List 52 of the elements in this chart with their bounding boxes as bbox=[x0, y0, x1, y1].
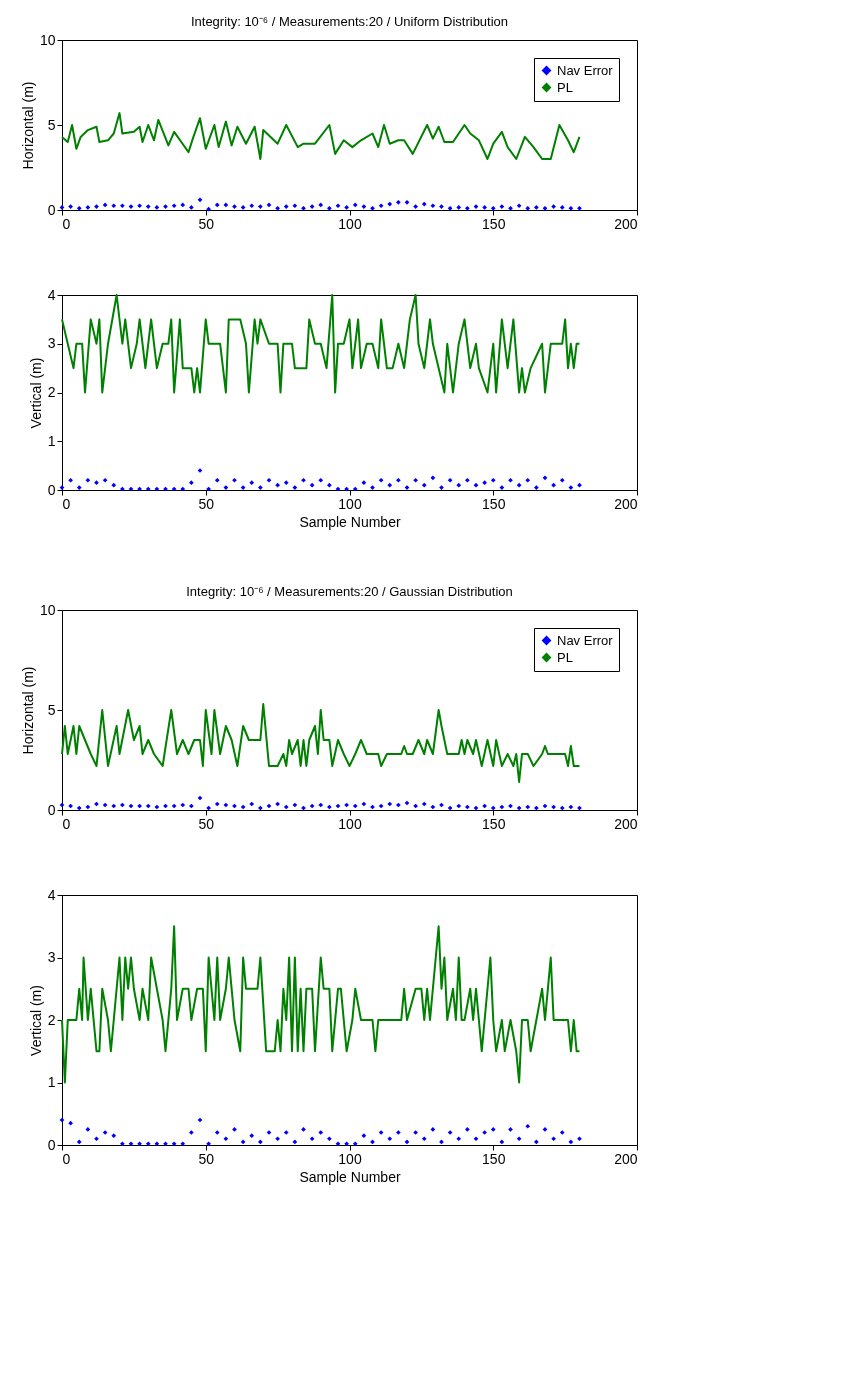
line-series bbox=[61, 703, 581, 783]
y-axis-title: Vertical (m) bbox=[27, 985, 44, 1056]
x-tick-label: 200 bbox=[614, 495, 638, 512]
x-tick-label: 0 bbox=[62, 1150, 71, 1167]
y-tick-label: 0 bbox=[47, 801, 56, 818]
y-tick-label: 5 bbox=[47, 701, 56, 718]
x-tick-label: 50 bbox=[198, 495, 215, 512]
legend-label: Nav Error bbox=[557, 62, 614, 78]
legend-label: PL bbox=[557, 79, 573, 95]
y-tick-label: 5 bbox=[47, 116, 56, 133]
x-tick-label: 150 bbox=[482, 815, 506, 832]
x-tick-label: 0 bbox=[62, 495, 71, 512]
y-tick-label: 10 bbox=[39, 601, 56, 618]
x-tick-label: 100 bbox=[338, 815, 362, 832]
x-axis-title: Sample Number bbox=[299, 1168, 401, 1185]
y-tick-label: 4 bbox=[47, 286, 56, 303]
x-tick-label: 50 bbox=[198, 815, 215, 832]
x-tick-label: 150 bbox=[482, 215, 506, 232]
y-tick-label: 2 bbox=[47, 1011, 56, 1028]
y-tick-label: 10 bbox=[39, 31, 56, 48]
chart-title: Integrity: 10⁻⁶ / Measurements:20 / Uniform Distribution bbox=[190, 14, 509, 29]
line-series bbox=[61, 294, 581, 394]
x-tick-label: 200 bbox=[614, 215, 638, 232]
y-axis-title: Horizontal (m) bbox=[19, 81, 36, 170]
y-tick-label: 4 bbox=[47, 886, 56, 903]
x-axis-title: Sample Number bbox=[299, 513, 401, 530]
y-axis-title: Horizontal (m) bbox=[19, 666, 36, 755]
y-tick-label: 0 bbox=[47, 1136, 56, 1153]
x-tick-label: 100 bbox=[338, 215, 362, 232]
y-tick-label: 0 bbox=[47, 481, 56, 498]
y-tick-label: 2 bbox=[47, 384, 56, 400]
x-tick-label: 0 bbox=[62, 215, 71, 232]
y-tick-label: 1 bbox=[47, 432, 56, 449]
y-axis-title: Vertical (m) bbox=[27, 357, 44, 429]
line-series bbox=[61, 112, 581, 160]
x-tick-label: 150 bbox=[482, 1150, 506, 1167]
legend-label: Nav Error bbox=[557, 632, 614, 648]
x-tick-label: 50 bbox=[198, 1150, 215, 1167]
x-tick-label: 100 bbox=[338, 495, 362, 512]
y-tick-label: 3 bbox=[47, 335, 56, 352]
x-tick-label: 200 bbox=[614, 1150, 638, 1167]
y-tick-label: 1 bbox=[47, 1074, 56, 1090]
line-series bbox=[61, 925, 581, 1084]
x-tick-label: 100 bbox=[338, 1150, 362, 1167]
x-tick-label: 200 bbox=[614, 815, 638, 832]
y-tick-label: 3 bbox=[47, 949, 56, 965]
y-tick-label: 0 bbox=[47, 201, 56, 218]
chart-title: Integrity: 10⁻⁶ / Measurements:20 / Gaussian Distribution bbox=[186, 584, 513, 599]
legend-label: PL bbox=[557, 649, 573, 665]
x-tick-label: 150 bbox=[482, 495, 506, 512]
x-tick-label: 50 bbox=[198, 215, 215, 232]
x-tick-label: 0 bbox=[62, 815, 71, 832]
